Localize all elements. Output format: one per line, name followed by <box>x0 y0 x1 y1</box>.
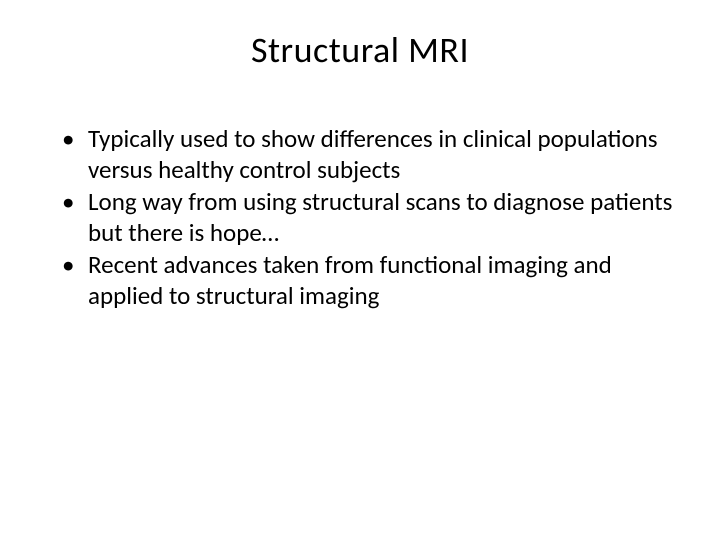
slide-title: Structural MRI <box>40 28 680 72</box>
bullet-item: Recent advances taken from functional im… <box>60 250 680 311</box>
bullet-item: Long way from using structural scans to … <box>60 187 680 248</box>
slide-container: Structural MRI Typically used to show di… <box>0 0 720 540</box>
bullet-list: Typically used to show differences in cl… <box>40 124 680 311</box>
bullet-item: Typically used to show differences in cl… <box>60 124 680 185</box>
